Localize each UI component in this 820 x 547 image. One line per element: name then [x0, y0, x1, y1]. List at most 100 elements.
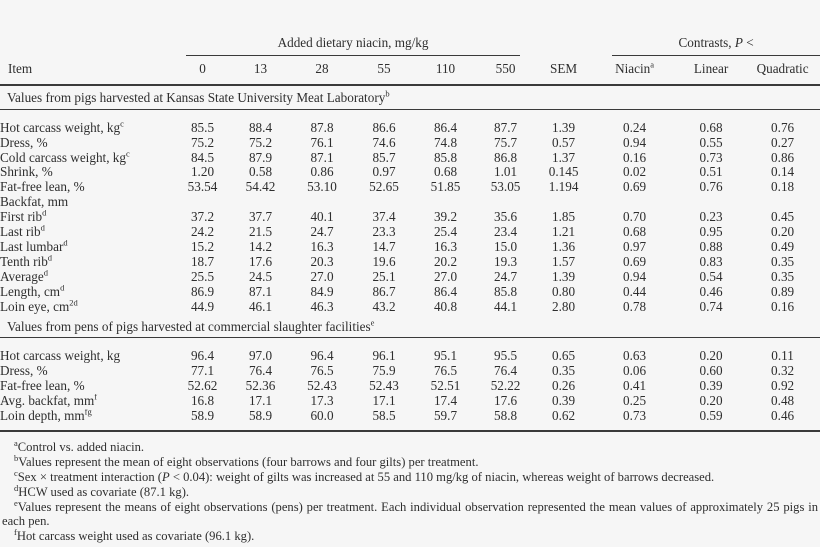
cell-value: 1.57 — [552, 254, 576, 269]
cell-value: 1.39 — [552, 119, 576, 135]
col-header-niacin: Niacina — [592, 55, 678, 86]
cell-value: 0.78 — [623, 299, 647, 314]
cell-value: 0.76 — [699, 180, 723, 195]
niacin-footnote-marker: a — [650, 59, 655, 70]
cell-value: 86.4 — [433, 284, 458, 299]
table-row: Dress, % 75.2 75.2 76.1 74.6 74.8 75.7 0.57 0.94… — [0, 136, 820, 151]
cell-value: 17.6 — [494, 394, 518, 409]
cell-value: 85.8 — [494, 284, 518, 299]
cell-value: 52.22 — [490, 379, 521, 394]
cell-value: 85.5 — [190, 119, 215, 135]
row-label: Loin eye, cm2d — [0, 300, 175, 315]
cell-value: 0.97 — [372, 165, 396, 180]
footnote: bValues represent the mean of eight obse… — [2, 453, 818, 470]
cell-value: 0.83 — [699, 254, 723, 269]
cell-value: 76.5 — [433, 364, 458, 379]
footnote-marker: e — [14, 497, 18, 508]
cell-value: 0.39 — [699, 379, 723, 394]
footnote: eValues represent the means of eight obs… — [2, 497, 818, 530]
cell-value: 0.27 — [771, 135, 795, 150]
cell-value: 0.58 — [248, 165, 273, 180]
col-header-dose-13: 13 — [230, 55, 291, 86]
cell-value: 25.1 — [372, 269, 396, 284]
row-label: Shrink, % — [0, 165, 53, 180]
section-header-row: Values from pigs harvested at Kansas Sta… — [0, 84, 820, 110]
cell-value: 0.65 — [552, 348, 576, 364]
row-footnote-marker: d — [42, 210, 47, 218]
cell-value: 0.57 — [552, 135, 576, 150]
footnote-text: Values represent the means of eight obse… — [2, 499, 818, 529]
cell-value: 0.80 — [552, 284, 576, 299]
cell-value: 2.80 — [552, 299, 576, 314]
cell-value: 16.3 — [433, 239, 458, 254]
cell-value: 0.32 — [771, 364, 795, 379]
row-label: Backfat, mm — [0, 195, 69, 210]
footnote-text: P — [161, 469, 170, 484]
cell-value: 1.37 — [552, 150, 576, 165]
cell-value: 23.3 — [372, 225, 396, 240]
row-label: Loin depth, mmfg — [0, 409, 175, 432]
cell-value: 44.1 — [494, 299, 518, 314]
row-footnote-marker: f — [94, 394, 98, 402]
cell-value: 84.9 — [310, 284, 334, 299]
cell-value: 52.51 — [430, 379, 461, 394]
cell-value: 85.7 — [372, 150, 396, 165]
cell-value: 40.1 — [310, 210, 334, 225]
cell-value: 0.68 — [623, 225, 647, 240]
cell-value: 1.85 — [552, 210, 576, 225]
cell-value: 0.69 — [623, 254, 647, 269]
row-label: Hot carcass weight, kgc — [0, 118, 124, 135]
cell-value: 40.8 — [433, 299, 458, 314]
cell-value: 43.2 — [372, 299, 396, 314]
cell-value: 0.94 — [623, 135, 647, 150]
cell-value: 1.194 — [548, 180, 579, 195]
cell-value: 0.73 — [592, 409, 678, 432]
cell-value: 1.20 — [190, 165, 215, 180]
row-label: Fat-free lean, % — [0, 379, 85, 394]
col-header-linear: Linear — [677, 55, 746, 86]
cell-value: 46.1 — [248, 299, 273, 314]
cell-value: 0.97 — [623, 239, 647, 254]
col-header-sem: SEM — [535, 55, 593, 86]
cell-value: 0.69 — [623, 180, 647, 195]
cell-value: 1.21 — [552, 225, 576, 240]
row-footnote-marker: d — [40, 225, 45, 233]
cell-value: 0.35 — [552, 364, 576, 379]
cell-value: 77.1 — [190, 364, 215, 379]
cell-value: 24.7 — [494, 269, 518, 284]
cell-value: 16.8 — [190, 394, 215, 409]
cell-value: 0.49 — [771, 239, 795, 254]
cell-value: 87.1 — [248, 284, 273, 299]
row-footnote-marker: d — [47, 254, 53, 263]
cell-value: 76.1 — [310, 135, 334, 150]
table-row: Loin depth, mmfg 58.9 58.9 60.0 58.5 59.7 58.8… — [0, 409, 820, 432]
row-label: First ribd — [0, 210, 175, 225]
spanner-spacer — [535, 0, 592, 56]
col-header-dose-28: 28 — [291, 55, 353, 86]
cell-value: 0.51 — [699, 165, 723, 180]
cell-value: 53.10 — [307, 180, 337, 195]
cell-value: 0.45 — [771, 210, 795, 225]
cell-value: 84.5 — [190, 150, 215, 165]
footnote-text: Control vs. added niacin. — [17, 439, 145, 454]
cell-value: 25.5 — [190, 269, 215, 284]
col-header-dose-110: 110 — [415, 55, 476, 86]
dose-spanner-label: Added dietary niacin, mg/kg — [186, 35, 521, 56]
cell-value: 0.55 — [699, 135, 723, 150]
section-footnote-marker: e — [370, 317, 375, 328]
cell-value: 52.43 — [369, 379, 399, 394]
cell-value: 20.2 — [433, 254, 458, 269]
col-header-quadratic: Quadratic — [745, 55, 820, 86]
cell-value: 0.44 — [623, 284, 647, 299]
cell-value: 0.23 — [699, 210, 723, 225]
cell-value: 1.01 — [494, 165, 518, 180]
cell-value: 0.16 — [623, 150, 647, 165]
niacin-results-table: Added dietary niacin, mg/kg Contrasts, P… — [0, 0, 820, 432]
cell-value: 0.20 — [699, 394, 723, 409]
cell-value: 87.7 — [494, 119, 518, 135]
cell-value: 27.0 — [433, 269, 458, 284]
cell-value: 0.86 — [310, 165, 334, 180]
footnote: aControl vs. added niacin. — [2, 439, 818, 455]
cell-value: 0.76 — [771, 119, 795, 135]
